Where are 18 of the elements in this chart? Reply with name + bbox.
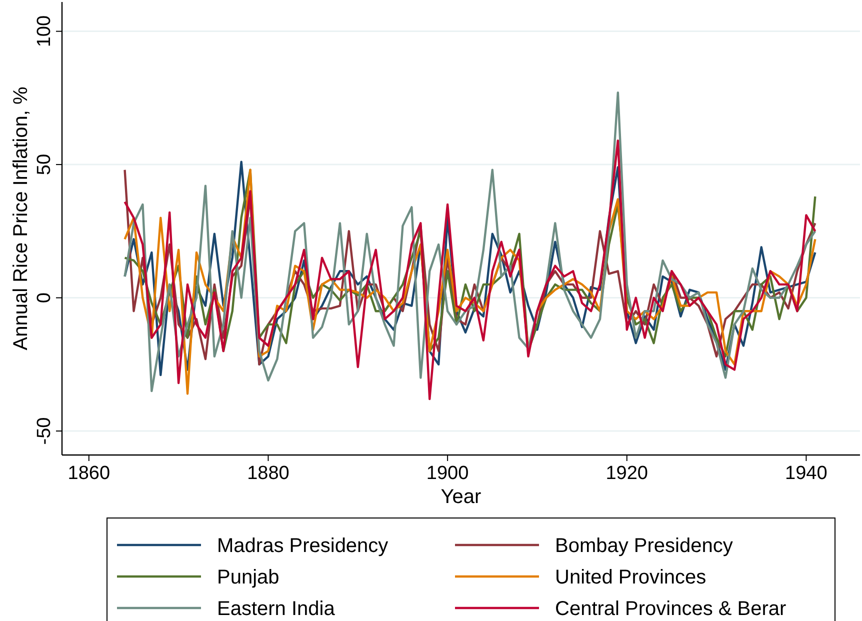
x-tick-label: 1880 [247,463,290,484]
y-tick-label: 50 [34,154,55,176]
legend-label: Central Provinces & Berar [555,598,787,620]
y-tick-label: -50 [34,417,55,445]
line-series [124,92,816,392]
y-axis-title: Annual Rice Price Inflation, % [10,86,32,350]
legend-label: Madras Presidency [217,535,388,557]
x-axis-title: Year [440,486,482,508]
y-tick-label: 0 [34,292,55,304]
legend-label: Bombay Presidency [555,535,733,557]
legend-label: Punjab [217,566,280,588]
x-tick-label: 1900 [426,463,469,484]
x-tick-label: 1940 [785,463,828,484]
y-tick-label: 100 [34,15,55,48]
x-tick-label: 1860 [68,463,110,484]
legend-label: United Provinces [555,566,706,588]
legend-label: Eastern India [217,598,336,620]
x-tick-label: 1920 [606,463,648,484]
